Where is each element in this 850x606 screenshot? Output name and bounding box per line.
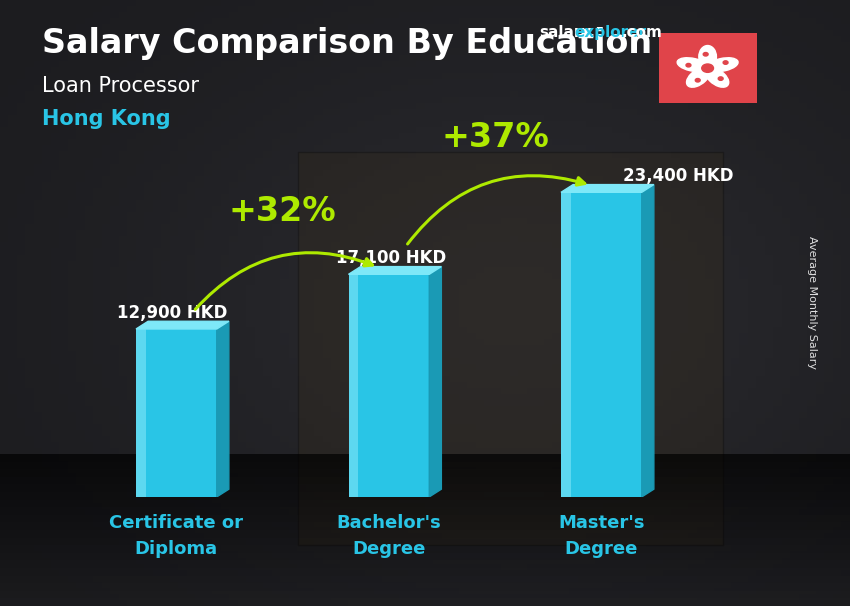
Ellipse shape bbox=[706, 68, 728, 87]
Circle shape bbox=[686, 64, 691, 67]
Text: explorer: explorer bbox=[575, 25, 647, 41]
Circle shape bbox=[723, 61, 728, 64]
Bar bbox=[561, 192, 570, 497]
Text: +32%: +32% bbox=[229, 196, 337, 228]
Text: Hong Kong: Hong Kong bbox=[42, 109, 171, 129]
Text: Salary Comparison By Education: Salary Comparison By Education bbox=[42, 27, 653, 60]
Polygon shape bbox=[348, 267, 441, 275]
Bar bbox=[348, 275, 429, 497]
Ellipse shape bbox=[699, 45, 717, 68]
Bar bbox=[136, 329, 217, 497]
Polygon shape bbox=[642, 185, 654, 497]
Text: .com: .com bbox=[621, 25, 662, 41]
Text: 17,100 HKD: 17,100 HKD bbox=[336, 249, 446, 267]
Text: salary: salary bbox=[540, 25, 592, 41]
Polygon shape bbox=[136, 321, 229, 329]
FancyBboxPatch shape bbox=[298, 152, 722, 545]
Polygon shape bbox=[217, 321, 229, 497]
Bar bbox=[348, 275, 358, 497]
Ellipse shape bbox=[677, 58, 707, 72]
Circle shape bbox=[718, 77, 723, 81]
Ellipse shape bbox=[708, 58, 738, 72]
Text: Average Monthly Salary: Average Monthly Salary bbox=[807, 236, 817, 370]
Circle shape bbox=[695, 79, 700, 82]
Ellipse shape bbox=[687, 68, 710, 87]
Circle shape bbox=[703, 53, 708, 56]
Text: 12,900 HKD: 12,900 HKD bbox=[117, 304, 227, 322]
Text: +37%: +37% bbox=[441, 121, 549, 154]
FancyArrowPatch shape bbox=[196, 253, 372, 309]
Bar bbox=[561, 192, 642, 497]
Text: Loan Processor: Loan Processor bbox=[42, 76, 200, 96]
Bar bbox=[136, 329, 145, 497]
Polygon shape bbox=[561, 185, 654, 192]
Circle shape bbox=[702, 64, 713, 72]
FancyArrowPatch shape bbox=[407, 176, 585, 244]
Polygon shape bbox=[429, 267, 441, 497]
Text: 23,400 HKD: 23,400 HKD bbox=[622, 167, 733, 185]
